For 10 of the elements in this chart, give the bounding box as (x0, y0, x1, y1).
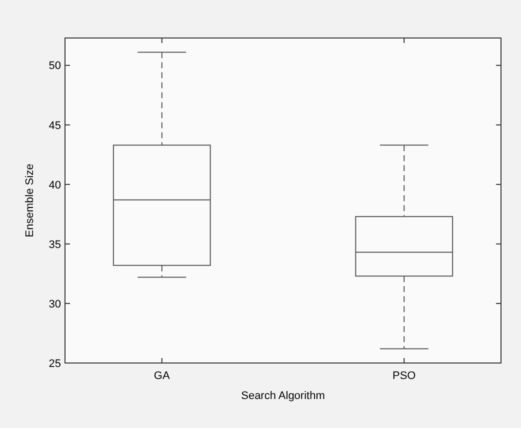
y-tick-label: 50 (48, 60, 61, 72)
x-tick-label: PSO (392, 370, 416, 382)
y-tick-label: 45 (48, 120, 61, 132)
y-tick-label: 30 (48, 298, 61, 310)
x-tick-label: GA (154, 370, 170, 382)
y-axis-title: Ensemble Size (24, 164, 36, 238)
y-tick-label: 40 (48, 179, 61, 192)
x-axis-title: Search Algorithm (241, 390, 325, 402)
y-tick-label: 35 (48, 238, 61, 251)
y-tick-label: 25 (48, 358, 61, 370)
